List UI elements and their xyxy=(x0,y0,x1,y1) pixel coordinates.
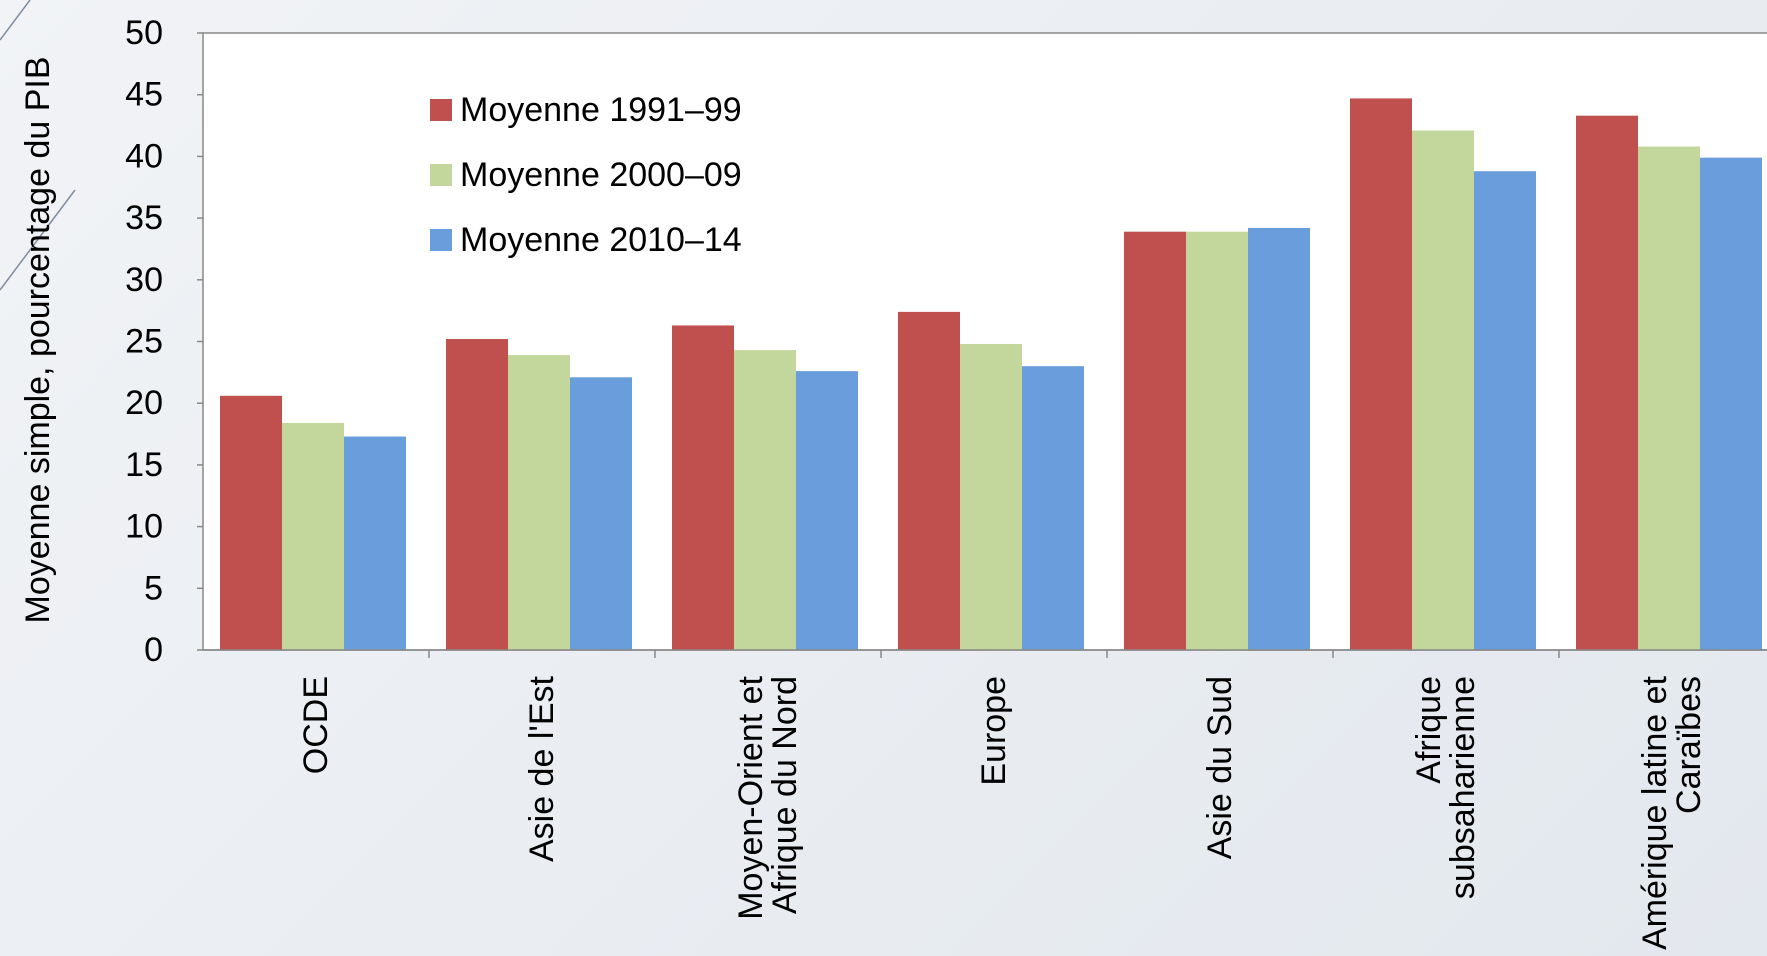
legend-label: Moyenne 2010–14 xyxy=(460,221,742,259)
bar xyxy=(734,350,796,650)
bar xyxy=(672,325,734,650)
x-tick-label: Amérique latine etCaraïbes xyxy=(1636,675,1708,950)
bar xyxy=(796,371,858,650)
decor-line xyxy=(0,0,31,41)
y-tick-label: 35 xyxy=(125,199,163,237)
bar xyxy=(508,355,570,650)
legend-swatch xyxy=(430,99,452,121)
bar xyxy=(1638,146,1700,650)
legend-label: Moyenne 1991–99 xyxy=(460,91,742,129)
bar xyxy=(1022,366,1084,650)
bar xyxy=(1576,115,1638,651)
bar xyxy=(1474,171,1536,650)
y-tick-label: 40 xyxy=(125,137,163,175)
legend-swatch xyxy=(430,229,452,251)
y-axis-title: Moyenne simple, pourcentage du PIB xyxy=(19,56,57,623)
bar xyxy=(1124,231,1186,650)
x-tick-label: OCDE xyxy=(297,676,335,774)
y-tick-label: 20 xyxy=(125,384,163,422)
bar xyxy=(446,339,508,650)
y-tick-label: 30 xyxy=(125,261,163,299)
bar xyxy=(282,422,344,650)
y-tick-label: 0 xyxy=(144,631,163,669)
y-tick-label: 45 xyxy=(125,76,163,114)
x-tick-label: Asie de l'Est xyxy=(523,675,561,862)
bar xyxy=(344,436,406,650)
legend-label: Moyenne 2000–09 xyxy=(460,156,742,194)
decor-line xyxy=(0,189,76,291)
x-tick-label: Afriquesubsaharienne xyxy=(1410,676,1482,899)
bar xyxy=(1186,231,1248,650)
y-tick-label: 5 xyxy=(144,569,163,607)
y-tick-label: 15 xyxy=(125,446,163,484)
bar xyxy=(1248,227,1310,651)
bar xyxy=(570,377,632,650)
y-tick-label: 25 xyxy=(125,323,163,361)
bar xyxy=(898,311,960,650)
x-tick-label: Europe xyxy=(975,676,1013,786)
y-tick-label: 50 xyxy=(125,14,163,52)
bar xyxy=(1412,130,1474,651)
legend-swatch xyxy=(430,164,452,186)
bar xyxy=(1350,98,1412,651)
y-tick-label: 10 xyxy=(125,508,163,546)
x-tick-label: Moyen-Orient etAfrique du Nord xyxy=(732,675,804,919)
bar xyxy=(960,343,1022,650)
x-tick-label: Asie du Sud xyxy=(1201,676,1239,859)
bar xyxy=(220,395,282,650)
bar xyxy=(1700,157,1762,650)
